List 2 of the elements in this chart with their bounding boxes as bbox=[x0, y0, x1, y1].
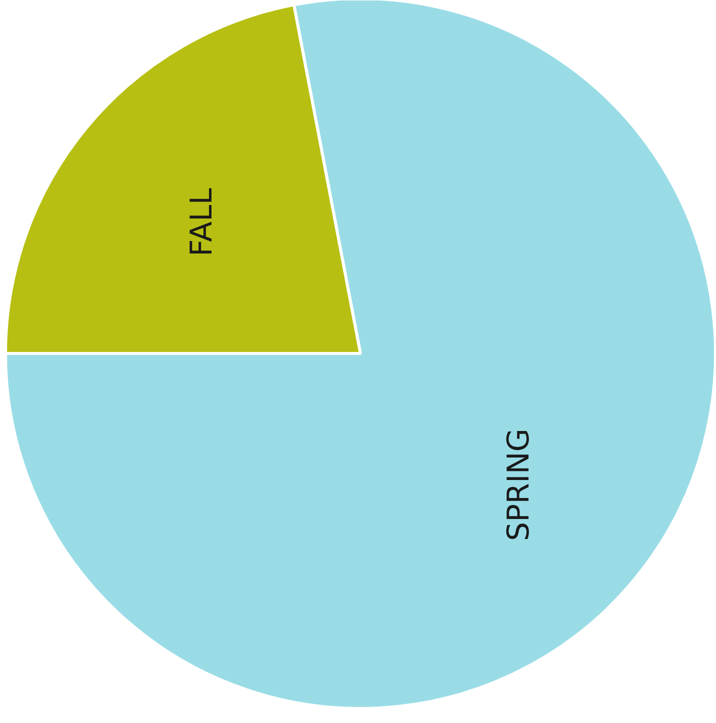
slice-label: FALL bbox=[184, 188, 220, 256]
slice-label: SPRING bbox=[502, 428, 537, 542]
